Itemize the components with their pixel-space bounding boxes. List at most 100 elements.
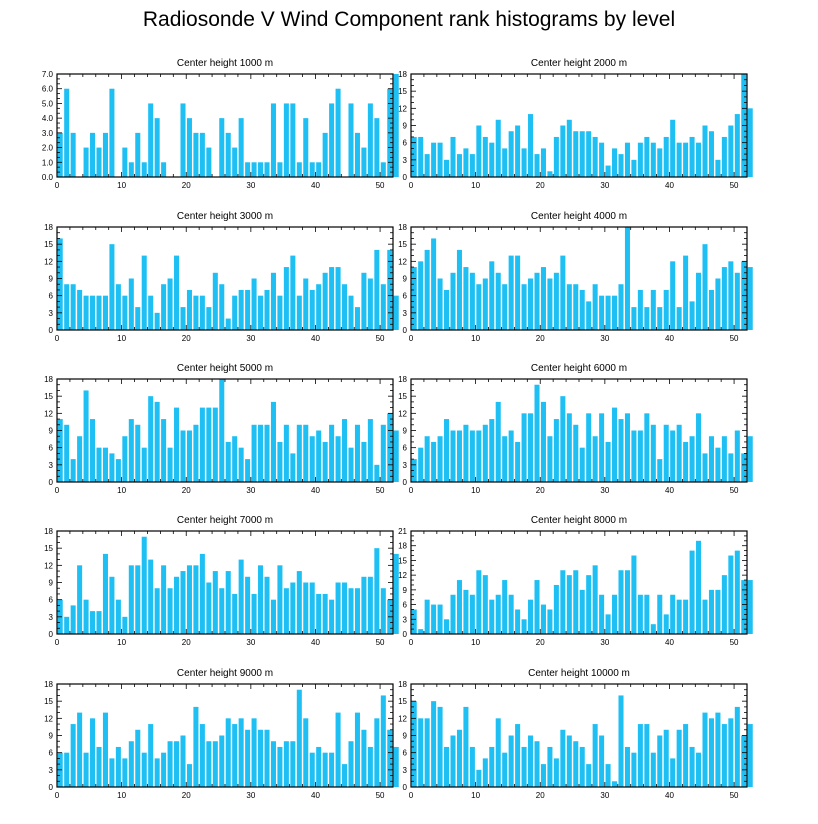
- histogram-bar: [424, 249, 430, 330]
- y-tick-label: 6: [49, 749, 54, 758]
- histogram-bar: [741, 453, 747, 482]
- x-tick-label: 30: [600, 486, 609, 495]
- histogram-bar: [329, 599, 335, 634]
- histogram-bar: [560, 729, 566, 787]
- y-tick-label: 0: [403, 783, 408, 792]
- histogram-panel: Center height 1000 m 0 10 20 30 40 50 0.0 1.0 2.0…: [42, 58, 399, 190]
- y-tick-label: 15: [44, 544, 53, 553]
- histogram-bar: [193, 295, 199, 330]
- x-tick-label: 20: [536, 486, 545, 495]
- histogram-bar: [444, 289, 450, 330]
- x-tick-label: 40: [665, 791, 674, 800]
- histogram-bar: [547, 746, 553, 787]
- histogram-bar: [322, 441, 328, 482]
- histogram-bar: [747, 436, 753, 482]
- histogram-bar: [411, 609, 417, 634]
- x-tick-label: 0: [55, 334, 60, 343]
- histogram-bar: [528, 599, 534, 634]
- panel-title: Center height 7000 m: [177, 515, 273, 526]
- histogram-bar: [258, 295, 264, 330]
- histogram-bar: [303, 118, 309, 177]
- histogram-bar: [296, 689, 302, 787]
- histogram-bar: [747, 108, 753, 177]
- histogram-bar: [456, 430, 462, 482]
- histogram-bar: [424, 154, 430, 177]
- panel-title: Center height 5000 m: [177, 363, 273, 374]
- histogram-bar: [148, 559, 154, 634]
- histogram-bar: [329, 103, 335, 177]
- histogram-bar: [463, 267, 469, 330]
- histogram-bar: [715, 589, 721, 634]
- histogram-bar: [219, 379, 225, 482]
- histogram-bar: [135, 424, 141, 482]
- histogram-bar: [70, 459, 76, 482]
- histogram-bar: [83, 599, 89, 634]
- histogram-bar: [206, 741, 212, 787]
- histogram-bar: [741, 735, 747, 787]
- histogram-bar: [618, 695, 624, 787]
- histogram-bar: [411, 267, 417, 330]
- histogram-bar: [148, 295, 154, 330]
- histogram-bar: [728, 261, 734, 330]
- histogram-bar: [167, 278, 173, 330]
- histogram-bar: [264, 424, 270, 482]
- x-tick-label: 20: [182, 181, 191, 190]
- histogram-bar: [547, 436, 553, 482]
- histogram-bar: [605, 165, 611, 177]
- x-tick-label: 40: [311, 181, 320, 190]
- histogram-bar: [316, 593, 322, 634]
- histogram-bar: [637, 289, 643, 330]
- histogram-bar: [264, 729, 270, 787]
- histogram-bar: [219, 588, 225, 634]
- y-tick-label: 9: [403, 732, 408, 741]
- histogram-bar: [547, 609, 553, 634]
- histogram-bar: [676, 142, 682, 177]
- x-tick-label: 10: [117, 638, 126, 647]
- histogram-bar: [322, 272, 328, 330]
- histogram-bar: [444, 419, 450, 482]
- histogram-panel: Center height 8000 m 0 10 20 30 40 50 0 3 6 9 12 15 1…: [398, 515, 753, 647]
- histogram-bar: [528, 278, 534, 330]
- histogram-bar: [309, 582, 315, 634]
- histogram-bar: [482, 575, 488, 634]
- y-tick-label: 0: [49, 478, 54, 487]
- histogram-bar: [560, 125, 566, 177]
- histogram-bar: [515, 255, 521, 330]
- y-tick-label: 0: [49, 326, 54, 335]
- histogram-bar: [644, 413, 650, 482]
- y-tick-label: 12: [398, 104, 407, 113]
- histogram-bar: [135, 565, 141, 634]
- histogram-bar: [102, 295, 108, 330]
- histogram-bar: [521, 746, 527, 787]
- histogram-panel: Center height 4000 m 0 10 20 30 40 50 0 3 6 9 12 15 1…: [398, 211, 753, 343]
- histogram-bar: [361, 441, 367, 482]
- histogram-bar: [186, 565, 192, 634]
- histogram-bar: [232, 436, 238, 482]
- histogram-bar: [437, 604, 443, 634]
- x-tick-label: 0: [409, 486, 414, 495]
- panel-title: Center height 2000 m: [531, 58, 627, 69]
- histogram-bar: [508, 131, 514, 177]
- histogram-bar: [387, 729, 393, 787]
- histogram-bar: [90, 295, 96, 330]
- histogram-bar: [670, 758, 676, 787]
- histogram-bar: [219, 118, 225, 177]
- histogram-bar: [444, 746, 450, 787]
- histogram-bar: [206, 147, 212, 177]
- histogram-bar: [657, 594, 663, 634]
- histogram-bar: [489, 746, 495, 787]
- histogram-bar: [335, 267, 341, 330]
- histogram-bar: [348, 103, 354, 177]
- histogram-bar: [290, 453, 296, 482]
- histogram-bar: [90, 419, 96, 482]
- histogram-bar: [374, 548, 380, 634]
- histogram-bar: [335, 436, 341, 482]
- histogram-bar: [489, 142, 495, 177]
- histogram-bar: [154, 118, 160, 177]
- x-tick-label: 40: [311, 334, 320, 343]
- histogram-bar: [650, 752, 656, 787]
- histogram-bar: [77, 436, 83, 482]
- histogram-bar: [161, 419, 167, 482]
- histogram-bar: [715, 159, 721, 177]
- x-tick-label: 30: [246, 334, 255, 343]
